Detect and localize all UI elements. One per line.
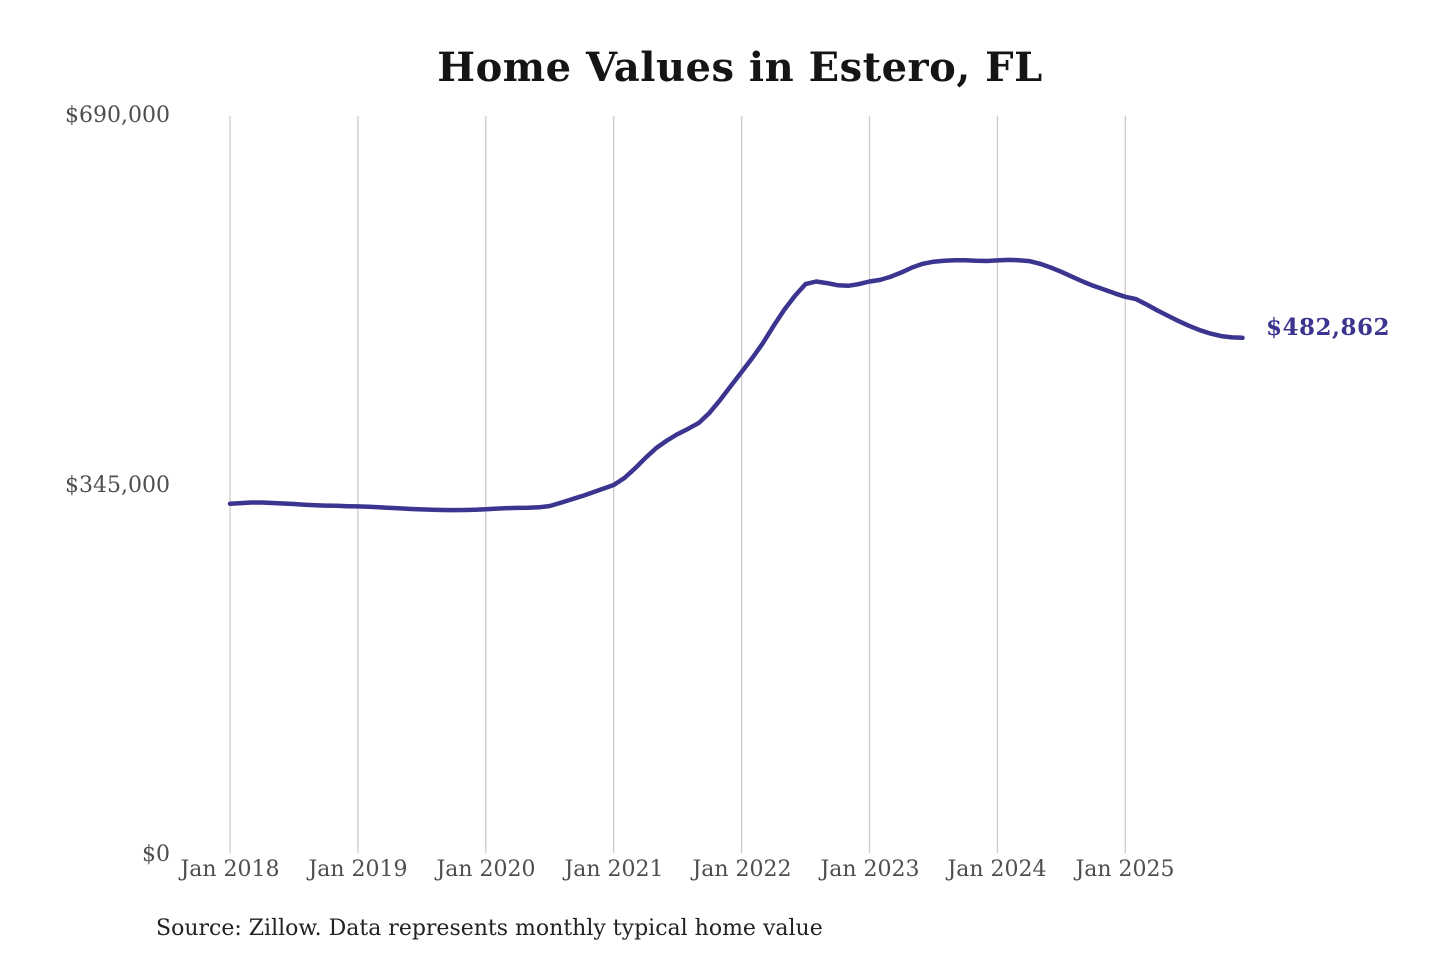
x-tick-label-jan-2019: Jan 2019 xyxy=(308,857,408,882)
latest-value-label: $482,862 xyxy=(1266,314,1391,341)
y-tick-label-345000: $345,000 xyxy=(65,473,170,498)
home-value-line xyxy=(227,257,1245,513)
x-tick-label-jan-2018: Jan 2018 xyxy=(180,857,280,882)
chart-title: Home Values in Estero, FL xyxy=(437,44,1043,91)
x-tick-label-jan-2024: Jan 2024 xyxy=(947,857,1047,882)
x-tick-label-jan-2025: Jan 2025 xyxy=(1075,857,1175,882)
x-tick-label-jan-2022: Jan 2022 xyxy=(692,857,792,882)
y-tick-label-690000: $690,000 xyxy=(65,103,170,128)
x-tick-label-jan-2020: Jan 2020 xyxy=(436,857,536,882)
y-tick-label-0: $0 xyxy=(142,842,170,867)
x-tick-label-jan-2023: Jan 2023 xyxy=(820,857,920,882)
x-tick-label-jan-2021: Jan 2021 xyxy=(564,857,664,882)
source-note: Source: Zillow. Data represents monthly … xyxy=(156,916,823,941)
